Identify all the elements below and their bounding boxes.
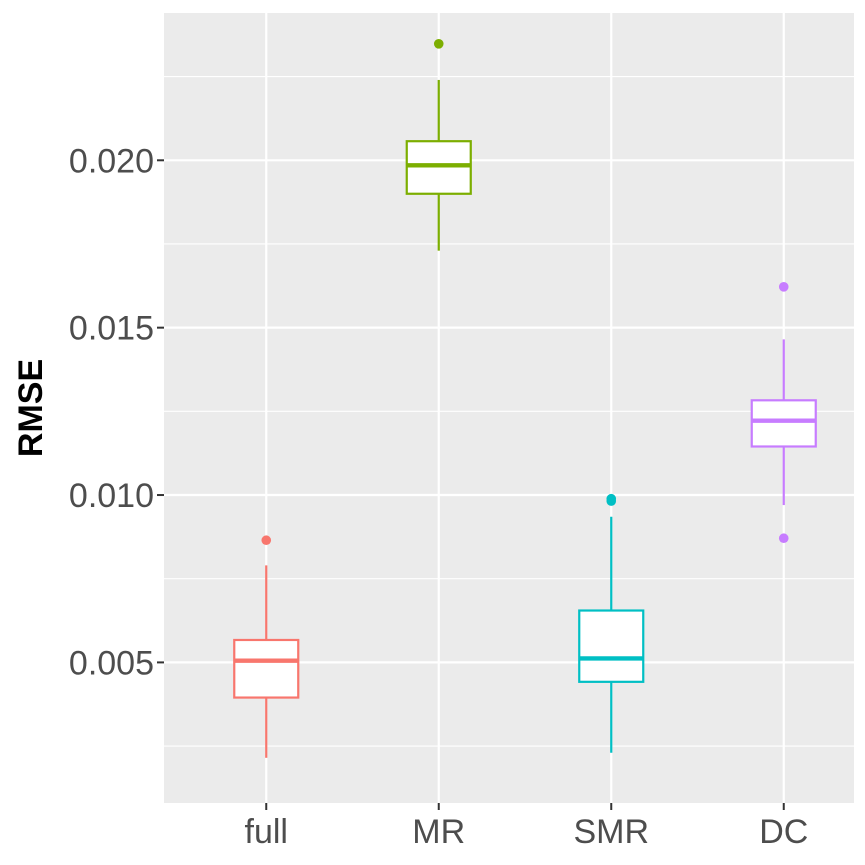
box-SMR — [578, 493, 645, 753]
boxes — [233, 38, 817, 758]
box-DC — [750, 282, 817, 544]
y-axis-title: RMSE — [12, 359, 50, 457]
outlier-point — [433, 38, 444, 49]
box-iqr — [233, 638, 300, 699]
outlier-point — [261, 535, 272, 546]
box-iqr — [750, 399, 817, 448]
y-tick-label: 0.015 — [69, 310, 154, 348]
box-iqr — [578, 609, 645, 683]
y-tick-label: 0.005 — [69, 644, 154, 682]
outlier-point — [606, 493, 617, 504]
y-axis: 0.005 0.010 0.015 0.020 — [69, 142, 164, 682]
outlier-point — [778, 533, 789, 544]
x-tick-label: SMR — [573, 813, 649, 851]
x-tick-label: full — [245, 813, 288, 851]
y-tick-label: 0.020 — [69, 142, 154, 180]
x-tick-label: DC — [759, 813, 808, 851]
y-tick-label: 0.010 — [69, 477, 154, 515]
outlier-point — [778, 282, 789, 292]
x-axis: full MR SMR DC — [245, 803, 808, 851]
box-full — [233, 535, 300, 758]
box-MR — [405, 38, 472, 251]
x-tick-label: MR — [412, 813, 465, 851]
